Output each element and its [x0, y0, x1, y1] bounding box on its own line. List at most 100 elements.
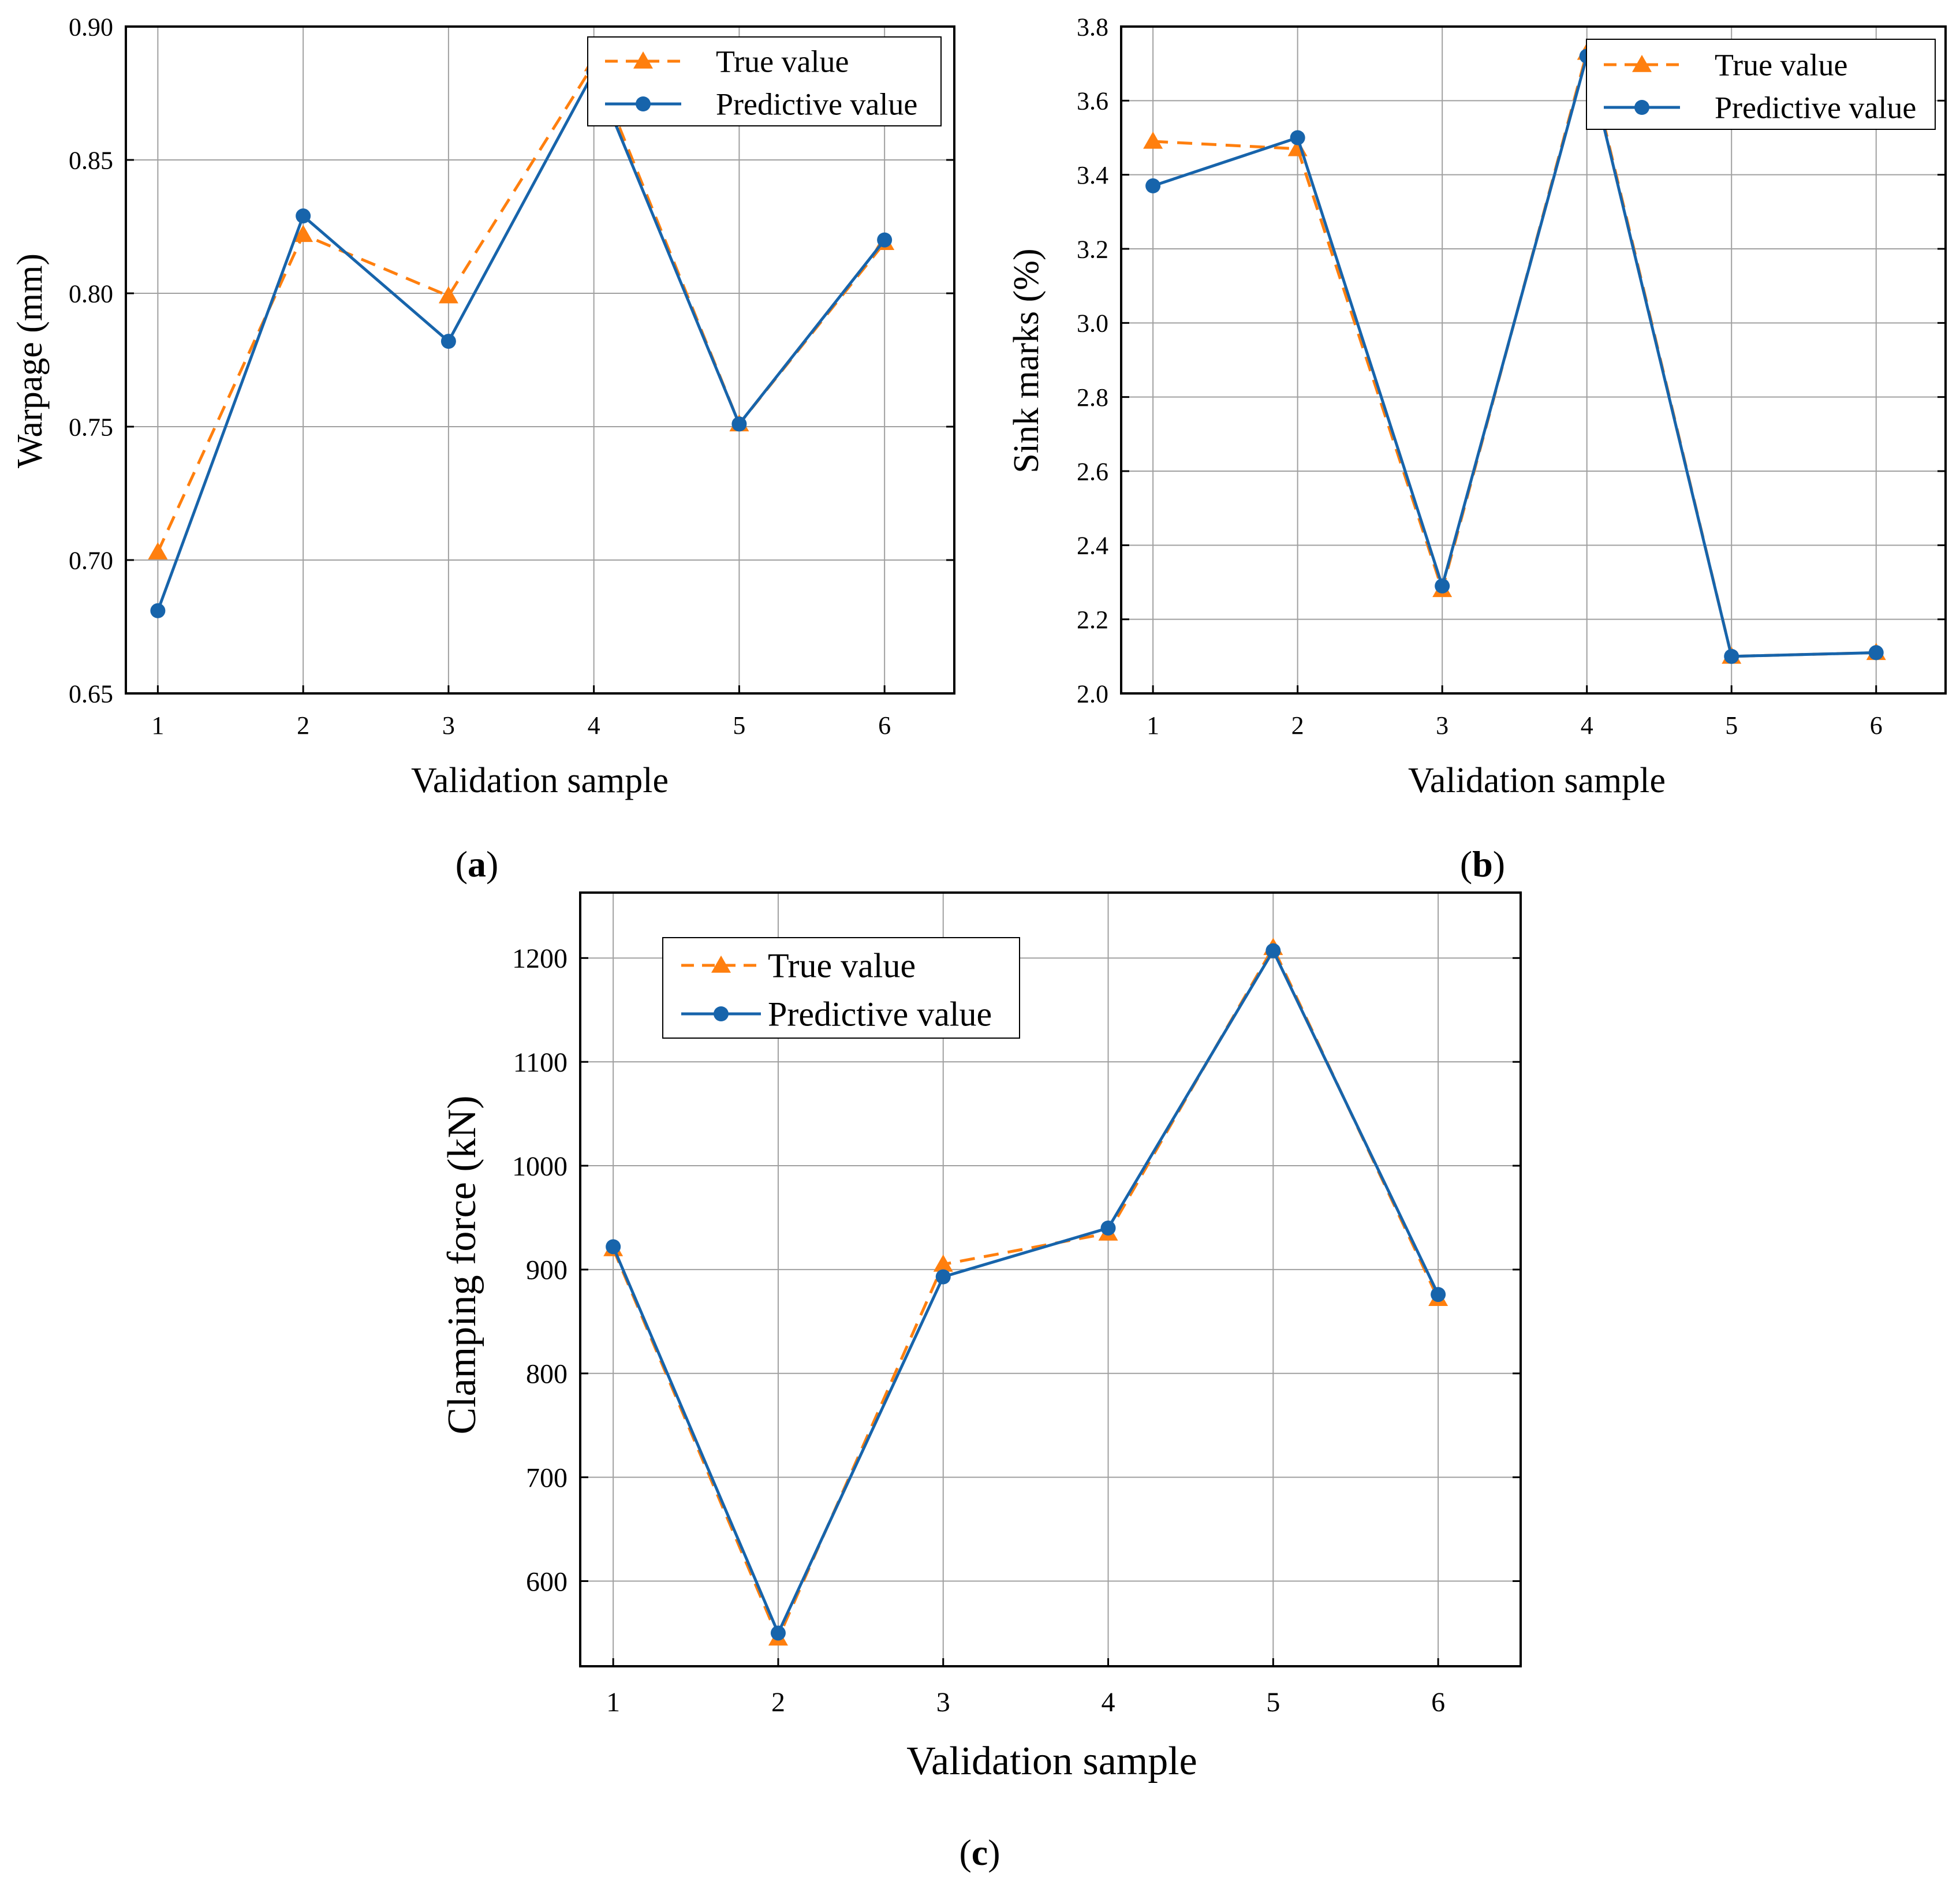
- series-true-value: [1143, 42, 1886, 664]
- y-tick-label: 2.8: [1077, 383, 1108, 412]
- x-tick-label: 6: [878, 711, 891, 740]
- legend-box: [587, 36, 942, 126]
- x-tick-label: 2: [1291, 711, 1304, 740]
- legend: True value Predictive value: [1586, 39, 1936, 130]
- predictive-value-line: [611, 949, 1440, 1635]
- predictive-value-marker: [1868, 645, 1884, 661]
- x-tick-label: 3: [442, 711, 455, 740]
- y-tick-label: 0.70: [69, 546, 113, 574]
- x-tick-label: 3: [1436, 711, 1448, 740]
- ticks: 1 2 3 4 5 6 600 700 800 900 1000 1100 1200: [512, 943, 1521, 1718]
- y-tick-label: 600: [526, 1566, 568, 1597]
- true-value-marker: [148, 542, 168, 559]
- legend-true-value-marker: [711, 956, 731, 973]
- predictive-value-line: [156, 70, 886, 611]
- plot-frame: [125, 25, 955, 695]
- legend-box: [662, 937, 1020, 1039]
- x-tick-label: 5: [1266, 1687, 1280, 1718]
- panel-b-caption-letter: b: [1472, 844, 1493, 885]
- panel-a-ylabel: Warpage (mm): [10, 253, 50, 468]
- legend-true-value-marker: [633, 51, 653, 69]
- predictive-value-marker: [731, 416, 747, 432]
- ticks: 1 2 3 4 5 6 2.0 2.2 2.4 2.6 2.8 3.0 3.2 3.4 3.6 3.8: [1077, 13, 1946, 740]
- x-tick-label: 6: [1431, 1687, 1445, 1718]
- x-tick-label: 2: [297, 711, 309, 740]
- legend-predictive-value-marker: [1634, 100, 1649, 115]
- y-tick-label: 3.8: [1077, 13, 1108, 41]
- x-tick-label: 1: [151, 711, 164, 740]
- predictive-value-marker: [877, 232, 893, 248]
- chart-panel-c: 1 2 3 4 5 6 600 700 800 900 1000 1100 1200 True value…: [512, 891, 1522, 1718]
- y-tick-label: 0.90: [69, 13, 113, 41]
- legend-predictive-value-label: Predictive value: [716, 87, 917, 121]
- x-tick-label: 4: [588, 711, 600, 740]
- y-tick-label: 2.6: [1077, 457, 1108, 486]
- ticks: 1 2 3 4 5 6 0.65 0.70 0.75 0.80 0.85 0.90: [69, 13, 954, 740]
- panel-b-xlabel: Validation sample: [1408, 761, 1666, 800]
- x-tick-label: 4: [1102, 1687, 1115, 1718]
- predictive-value-marker: [606, 1239, 621, 1255]
- predictive-value-marker: [1290, 130, 1305, 145]
- true-value-marker: [293, 225, 313, 242]
- true-value-marker: [933, 1254, 953, 1272]
- series-predictive-value: [150, 64, 893, 618]
- predictive-value-marker: [1265, 943, 1281, 958]
- y-tick-label: 1000: [512, 1151, 568, 1182]
- panel-b-caption: (b): [1460, 844, 1505, 885]
- x-tick-label: 6: [1870, 711, 1883, 740]
- y-tick-label: 1200: [512, 943, 568, 974]
- predictive-value-marker: [150, 603, 166, 618]
- series-true-value: [148, 54, 895, 559]
- y-tick-label: 0.75: [69, 413, 113, 441]
- panel-c-caption-letter: c: [972, 1832, 988, 1873]
- y-tick-label: 3.2: [1077, 235, 1108, 263]
- x-tick-label: 5: [1725, 711, 1738, 740]
- y-tick-label: 2.2: [1077, 606, 1108, 634]
- panel-c-ylabel: Clamping force (kN): [440, 1095, 484, 1434]
- legend-true-value-label: True value: [716, 44, 849, 79]
- predictive-value-marker: [935, 1269, 951, 1285]
- y-tick-label: 2.0: [1077, 680, 1108, 708]
- y-tick-label: 0.85: [69, 146, 113, 174]
- true-value-marker: [1143, 131, 1163, 149]
- true-value-marker: [438, 286, 458, 304]
- y-tick-label: 3.6: [1077, 87, 1108, 115]
- panel-c-caption: (c): [959, 1832, 1000, 1873]
- predictive-value-marker: [440, 334, 456, 349]
- y-tick-label: 0.80: [69, 279, 113, 308]
- legend: True value Predictive value: [587, 36, 942, 126]
- panel-a-caption-letter: a: [468, 844, 486, 885]
- predictive-value-marker: [1100, 1220, 1116, 1236]
- series-predictive-value: [1145, 48, 1884, 664]
- x-tick-label: 2: [771, 1687, 785, 1718]
- x-tick-label: 5: [733, 711, 745, 740]
- predictive-value-marker: [1435, 578, 1450, 594]
- y-tick-label: 1100: [513, 1047, 568, 1078]
- series-true-value: [603, 938, 1448, 1646]
- legend-predictive-value-marker: [636, 96, 651, 111]
- y-tick-label: 2.4: [1077, 532, 1108, 560]
- legend-true-value-marker: [1632, 55, 1652, 72]
- y-tick-label: 3.4: [1077, 161, 1108, 189]
- y-tick-label: 900: [526, 1255, 568, 1286]
- predictive-value-marker: [1431, 1287, 1446, 1303]
- y-tick-label: 700: [526, 1462, 568, 1493]
- predictive-value-marker: [770, 1625, 786, 1641]
- plot-frame: [579, 891, 1522, 1667]
- chart-panel-a: 1 2 3 4 5 6 0.65 0.70 0.75 0.80 0.85 0.90 True value…: [69, 13, 955, 740]
- predictive-value-marker: [1145, 178, 1161, 193]
- true-value-line: [156, 62, 886, 553]
- x-tick-label: 1: [606, 1687, 620, 1718]
- plot-frame: [1120, 25, 1947, 695]
- legend-predictive-value-label: Predictive value: [1715, 90, 1916, 125]
- predictive-value-marker: [1724, 648, 1739, 664]
- legend-predictive-value-label: Predictive value: [768, 995, 992, 1033]
- y-tick-label: 3.0: [1077, 309, 1108, 338]
- x-tick-label: 1: [1147, 711, 1159, 740]
- legend-true-value-label: True value: [1715, 47, 1847, 82]
- y-tick-label: 0.65: [69, 680, 113, 708]
- panel-a-caption: (a): [456, 844, 499, 885]
- panel-c-xlabel: Validation sample: [906, 1739, 1197, 1783]
- series-predictive-value: [606, 943, 1446, 1641]
